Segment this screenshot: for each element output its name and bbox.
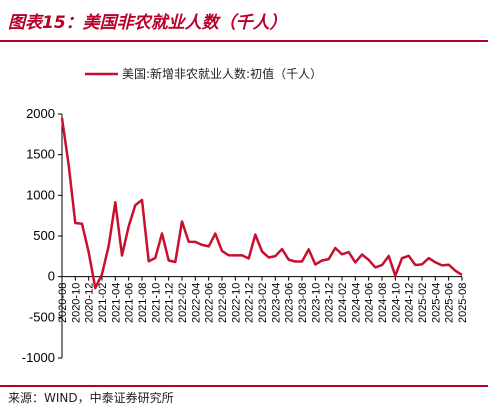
y-tick-label: 1500	[26, 147, 55, 162]
x-tick-label: 2021-12	[164, 283, 176, 323]
x-tick-label: 2023-06	[284, 283, 296, 323]
title-rule	[0, 40, 488, 42]
source-note: 来源：WIND，中泰证券研究所	[8, 391, 174, 405]
x-tick-label: 2023-08	[297, 283, 309, 323]
x-tick-label: 2022-06	[204, 283, 216, 323]
y-tick-label: -1000	[22, 350, 55, 365]
x-tick-label: 2024-08	[377, 283, 389, 323]
legend: 美国:新增非农就业人数:初值（千人）	[85, 66, 322, 81]
x-tick-label: 2023-02	[257, 283, 269, 323]
x-tick-label: 2022-12	[244, 283, 256, 323]
x-tick-label: 2021-08	[137, 283, 149, 323]
series-line-nonfarm	[60, 117, 463, 290]
x-tick-label: 2023-10	[310, 283, 322, 323]
x-tick-label: 2021-10	[150, 283, 162, 323]
x-tick-label: 2024-12	[404, 283, 416, 323]
legend-label: 美国:新增非农就业人数:初值（千人）	[122, 66, 322, 81]
x-tick-label: 2022-08	[217, 283, 229, 323]
x-tick-label: 2021-04	[110, 283, 122, 323]
y-ticks: -1000 -500 0 500 1000 1500 2000	[22, 106, 62, 365]
x-ticks: 2020-08 2020-10 2020-12 2021-02 2021-04 2021-…	[57, 276, 469, 323]
x-tick-label: 2023-12	[324, 283, 336, 323]
y-tick-label: 2000	[26, 106, 55, 121]
y-tick-label: 500	[33, 228, 55, 243]
y-tick-label: 0	[48, 269, 55, 284]
x-tick-label: 2021-02	[97, 283, 109, 323]
x-tick-label: 2022-02	[177, 283, 189, 323]
x-tick-label: 2024-04	[350, 283, 362, 323]
x-tick-label: 2024-06	[364, 283, 376, 323]
x-tick-label: 2023-04	[270, 283, 282, 323]
y-tick-label: 1000	[26, 187, 55, 202]
x-tick-label: 2025-02	[417, 283, 429, 323]
x-tick-label: 2025-04	[430, 283, 442, 323]
x-tick-label: 2020-12	[84, 283, 96, 323]
x-tick-label: 2024-02	[337, 283, 349, 323]
x-tick-label: 2021-06	[124, 283, 136, 323]
x-tick-label: 2024-10	[390, 283, 402, 323]
footer-rule	[0, 385, 488, 387]
chart-title: 图表15：美国非农就业人数（千人）	[8, 13, 287, 33]
x-tick-label: 2020-10	[70, 283, 82, 323]
y-tick-label: -500	[29, 309, 55, 324]
x-tick-label: 2025-08	[457, 283, 469, 323]
x-tick-label: 2025-06	[444, 283, 456, 323]
x-tick-label: 2022-04	[190, 283, 202, 323]
x-tick-label: 2020-08	[57, 283, 69, 323]
x-tick-label: 2022-10	[230, 283, 242, 323]
